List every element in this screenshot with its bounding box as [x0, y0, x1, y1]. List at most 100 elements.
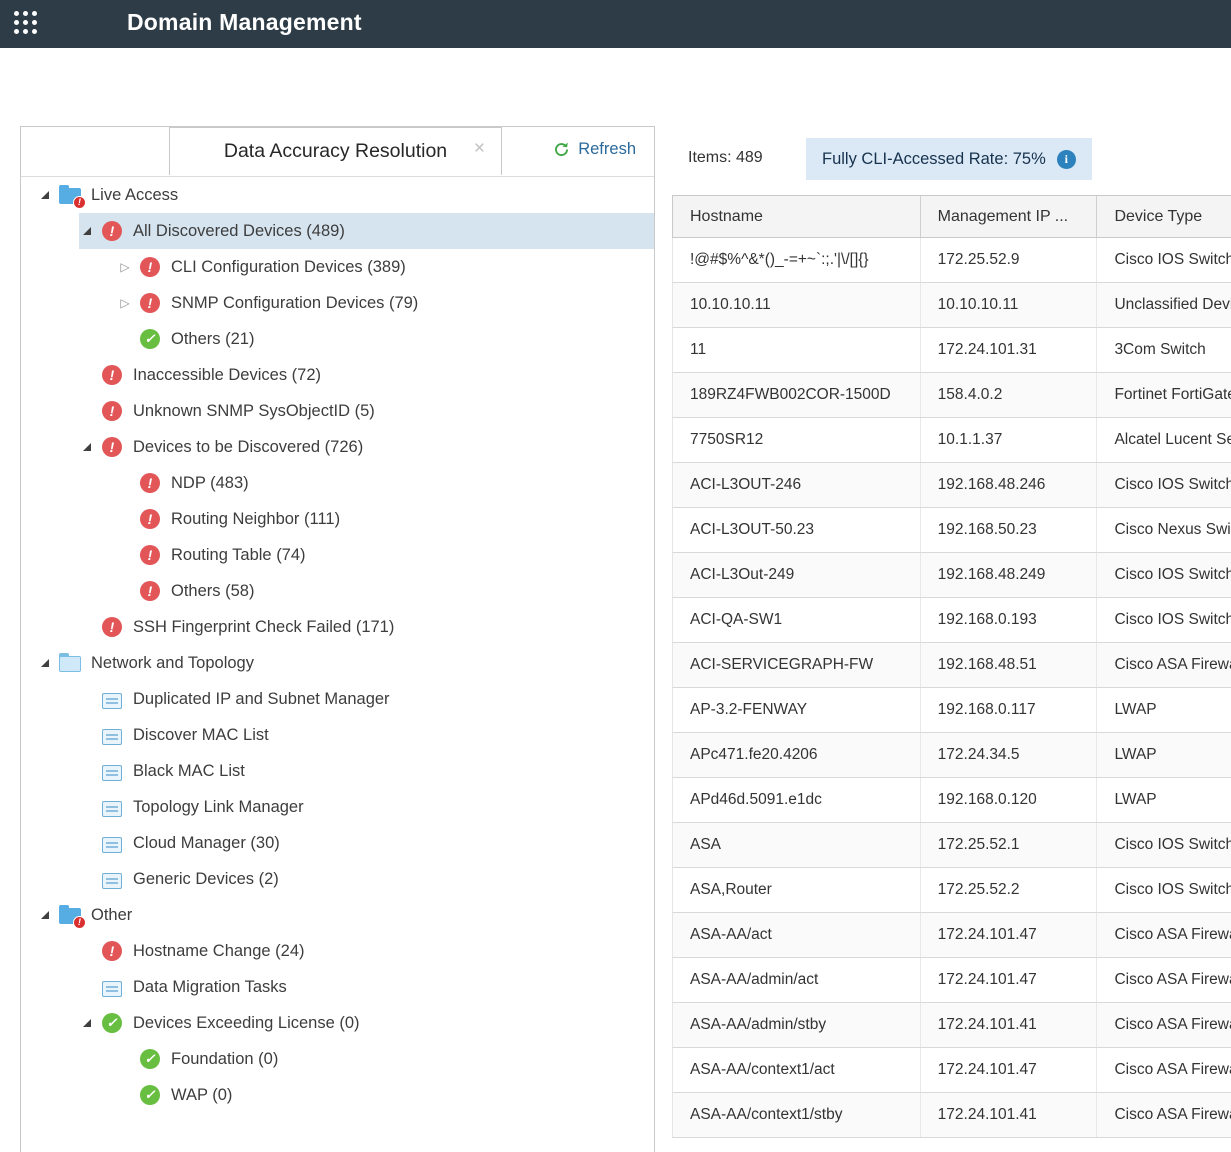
cell-management-ip: 192.168.48.51 [921, 643, 1098, 687]
table-row[interactable]: !@#$%^&*()_-=+~`:;.'|\/[]{} 172.25.52.9 … [672, 238, 1231, 283]
expander-spacer [117, 475, 133, 491]
table-row[interactable]: ASA 172.25.52.1 Cisco IOS Switch [672, 823, 1231, 868]
tree-item[interactable]: ! Hostname Change (24) [21, 933, 654, 969]
tree-item[interactable]: ! SSH Fingerprint Check Failed (171) [21, 609, 654, 645]
alert-icon: ! [139, 580, 163, 602]
refresh-button[interactable]: Refresh [553, 140, 636, 159]
collapse-toggle-icon[interactable] [37, 187, 53, 203]
table-row[interactable]: ACI-L3OUT-246 192.168.48.246 Cisco IOS S… [672, 463, 1231, 508]
expand-toggle-icon[interactable]: ▷ [120, 260, 130, 274]
device-tree-panel: Refresh ! Live Access ! All Discovered D… [20, 126, 655, 1152]
column-header-hostname[interactable]: Hostname [673, 196, 921, 237]
refresh-label: Refresh [578, 140, 636, 158]
column-header-management-ip[interactable]: Management IP ... [921, 196, 1098, 237]
tree-item[interactable]: ▷ ! SNMP Configuration Devices (79) [21, 285, 654, 321]
cell-device-type: Cisco IOS Switch [1097, 868, 1231, 912]
device-table-panel: Items: 489 Fully CLI-Accessed Rate: 75% … [672, 126, 1231, 1152]
cell-device-type: Cisco ASA Firewall [1097, 643, 1231, 687]
tree-item-label: Hostname Change (24) [133, 941, 305, 960]
tree-item[interactable]: Network and Topology [21, 645, 654, 681]
tree-item[interactable]: ! Live Access [21, 177, 654, 213]
alert-icon: ! [139, 508, 163, 530]
tree-item[interactable]: ! Others (58) [21, 573, 654, 609]
tree-item[interactable]: ✓ Others (21) [21, 321, 654, 357]
table-row[interactable]: ACI-L3Out-249 192.168.48.249 Cisco IOS S… [672, 553, 1231, 598]
expander-spacer [79, 763, 95, 779]
table-row[interactable]: 11 172.24.101.31 3Com Switch [672, 328, 1231, 373]
collapse-toggle-icon[interactable] [79, 223, 95, 239]
cell-hostname: 7750SR12 [673, 418, 921, 462]
tree-item[interactable]: Data Migration Tasks [21, 969, 654, 1005]
expander-spacer [79, 403, 95, 419]
expander-spacer [79, 727, 95, 743]
tree-item[interactable]: ! Routing Table (74) [21, 537, 654, 573]
tree-item[interactable]: ! Unknown SNMP SysObjectID (5) [21, 393, 654, 429]
tab-data-accuracy-resolution[interactable]: Data Accuracy Resolution × [169, 127, 502, 175]
cell-management-ip: 10.10.10.11 [921, 283, 1098, 327]
table-row[interactable]: ASA-AA/context1/stby 172.24.101.41 Cisco… [672, 1093, 1231, 1138]
cell-hostname: ASA-AA/admin/stby [673, 1003, 921, 1047]
tree-item[interactable]: Cloud Manager (30) [21, 825, 654, 861]
cli-accessed-rate-badge: Fully CLI-Accessed Rate: 75% i [806, 138, 1092, 180]
table-row[interactable]: AP-3.2-FENWAY 192.168.0.117 LWAP [672, 688, 1231, 733]
table-row[interactable]: 10.10.10.11 10.10.10.11 Unclassified Dev… [672, 283, 1231, 328]
tree-item[interactable]: ! Routing Neighbor (111) [21, 501, 654, 537]
cell-device-type: 3Com Switch [1097, 328, 1231, 372]
collapse-toggle-icon[interactable] [79, 1015, 95, 1031]
table-row[interactable]: ACI-QA-SW1 192.168.0.193 Cisco IOS Switc… [672, 598, 1231, 643]
success-check-icon: ✓ [139, 1084, 163, 1106]
cell-hostname: APd46d.5091.e1dc [673, 778, 921, 822]
success-check-icon: ✓ [101, 1012, 125, 1034]
cell-device-type: LWAP [1097, 688, 1231, 732]
app-grid-menu-icon[interactable] [14, 11, 41, 38]
table-row[interactable]: ASA-AA/act 172.24.101.47 Cisco ASA Firew… [672, 913, 1231, 958]
tree-item[interactable]: Black MAC List [21, 753, 654, 789]
table-row[interactable]: 189RZ4FWB002COR-1500D 158.4.0.2 Fortinet… [672, 373, 1231, 418]
cell-management-ip: 172.24.101.47 [921, 1048, 1098, 1092]
table-row[interactable]: 7750SR12 10.1.1.37 Alcatel Lucent Servic… [672, 418, 1231, 463]
table-row[interactable]: APc471.fe20.4206 172.24.34.5 LWAP [672, 733, 1231, 778]
cli-accessed-rate-label: Fully CLI-Accessed Rate: 75% [822, 149, 1046, 168]
folder-icon [59, 652, 83, 674]
table-row[interactable]: ASA-AA/admin/stby 172.24.101.41 Cisco AS… [672, 1003, 1231, 1048]
table-row[interactable]: APd46d.5091.e1dc 192.168.0.120 LWAP [672, 778, 1231, 823]
tree-item[interactable]: ▷ ! CLI Configuration Devices (389) [21, 249, 654, 285]
expander-spacer [117, 511, 133, 527]
cell-hostname: ACI-QA-SW1 [673, 598, 921, 642]
cell-hostname: ACI-L3Out-249 [673, 553, 921, 597]
tree-item[interactable]: ! Other [21, 897, 654, 933]
expand-toggle-icon[interactable]: ▷ [120, 296, 130, 310]
alert-icon: ! [139, 472, 163, 494]
table-row[interactable]: ASA-AA/admin/act 172.24.101.47 Cisco ASA… [672, 958, 1231, 1003]
alert-icon: ! [139, 544, 163, 566]
tree-item[interactable]: Duplicated IP and Subnet Manager [21, 681, 654, 717]
tree-item[interactable]: ✓ WAP (0) [21, 1077, 654, 1113]
collapse-toggle-icon[interactable] [37, 655, 53, 671]
table-row[interactable]: ACI-L3OUT-50.23 192.168.50.23 Cisco Nexu… [672, 508, 1231, 553]
tree-item[interactable]: ! Devices to be Discovered (726) [21, 429, 654, 465]
tree-item[interactable]: Generic Devices (2) [21, 861, 654, 897]
tree-item[interactable]: ✓ Devices Exceeding License (0) [21, 1005, 654, 1041]
cell-hostname: 10.10.10.11 [673, 283, 921, 327]
tree-item[interactable]: ✓ Foundation (0) [21, 1041, 654, 1077]
expander-spacer [79, 691, 95, 707]
tab-close-icon[interactable]: × [473, 138, 485, 159]
table-row[interactable]: ASA,Router 172.25.52.2 Cisco IOS Switch [672, 868, 1231, 913]
tree-item-label: Duplicated IP and Subnet Manager [133, 689, 390, 708]
tree-item[interactable]: Discover MAC List [21, 717, 654, 753]
tree-item[interactable]: ! NDP (483) [21, 465, 654, 501]
info-icon[interactable]: i [1056, 149, 1076, 169]
cell-device-type: Cisco IOS Switch [1097, 553, 1231, 597]
expander-spacer [79, 367, 95, 383]
tree-item[interactable]: Topology Link Manager [21, 789, 654, 825]
column-header-device-type[interactable]: Device Type [1097, 196, 1231, 237]
folder-alert-icon: ! [59, 184, 86, 209]
table-row[interactable]: ACI-SERVICEGRAPH-FW 192.168.48.51 Cisco … [672, 643, 1231, 688]
table-row[interactable]: ASA-AA/context1/act 172.24.101.47 Cisco … [672, 1048, 1231, 1093]
cell-management-ip: 158.4.0.2 [921, 373, 1098, 417]
collapse-toggle-icon[interactable] [79, 439, 95, 455]
tree-item-label: WAP (0) [171, 1085, 233, 1104]
tree-item[interactable]: ! All Discovered Devices (489) [21, 213, 654, 249]
tree-item[interactable]: ! Inaccessible Devices (72) [21, 357, 654, 393]
collapse-toggle-icon[interactable] [37, 907, 53, 923]
